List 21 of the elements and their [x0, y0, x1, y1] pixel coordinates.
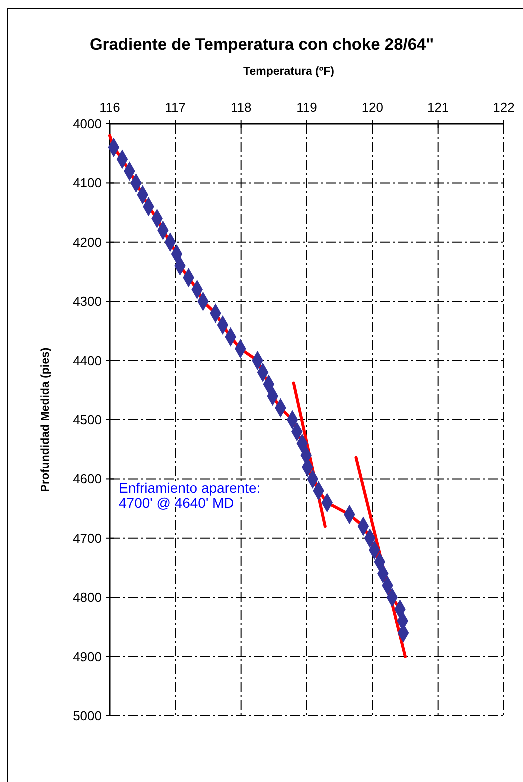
x-tick-label: 120: [362, 100, 384, 115]
chart-title: Gradiente de Temperatura con choke 28/64": [90, 36, 434, 54]
y-tick-label: 4600: [73, 472, 102, 487]
y-axis-title: Profundidad Medida (pies): [40, 348, 52, 492]
y-tick-label: 4300: [73, 294, 102, 310]
y-tick-label: 4700: [73, 530, 102, 546]
x-tick-label: 119: [296, 100, 318, 115]
y-tick-label: 4900: [73, 649, 102, 664]
y-tick-label: 4200: [73, 234, 102, 250]
x-tick-label: 121: [427, 100, 450, 115]
y-tick-label: 4100: [73, 176, 102, 191]
y-tick-label: 4000: [73, 116, 102, 132]
y-tick-label: 5000: [73, 708, 102, 724]
x-tick-label: 117: [165, 100, 186, 115]
y-tick-label: 4800: [73, 590, 102, 606]
x-tick-label: 118: [230, 100, 252, 115]
x-tick-label: 122: [493, 100, 515, 115]
x-axis-title: Temperatura (ºF): [244, 66, 335, 78]
y-tick-label: 4400: [73, 353, 102, 368]
y-tick-label: 4500: [73, 412, 102, 428]
x-tick-label: 116: [100, 100, 120, 115]
